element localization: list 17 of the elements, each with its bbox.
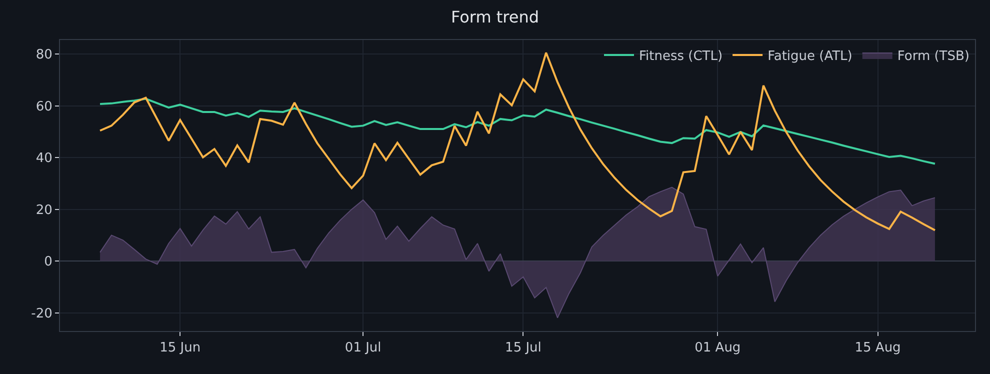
y-tick-label: -20	[31, 306, 52, 322]
x-tick-label: 01 Jul	[344, 340, 382, 356]
x-tick-label: 01 Aug	[694, 340, 741, 356]
y-tick-label: 80	[36, 48, 52, 63]
x-tick-label: 15 Jun	[160, 340, 201, 356]
x-tick-label: 15 Aug	[854, 340, 901, 356]
y-tick-label: 0	[44, 254, 52, 270]
y-tick-label: 20	[36, 202, 52, 218]
legend-label: Fitness (CTL)	[639, 49, 723, 64]
line-series	[99, 98, 936, 165]
legend-label: Form (TSB)	[897, 49, 970, 64]
chart-title: Form trend	[450, 7, 540, 26]
y-tick-label: 60	[36, 99, 52, 114]
y-tick-label: 40	[36, 151, 52, 166]
x-tick-label: 15 Jul	[505, 340, 542, 356]
legend-label: Fatigue (ATL)	[768, 49, 852, 64]
line-series	[99, 52, 936, 232]
